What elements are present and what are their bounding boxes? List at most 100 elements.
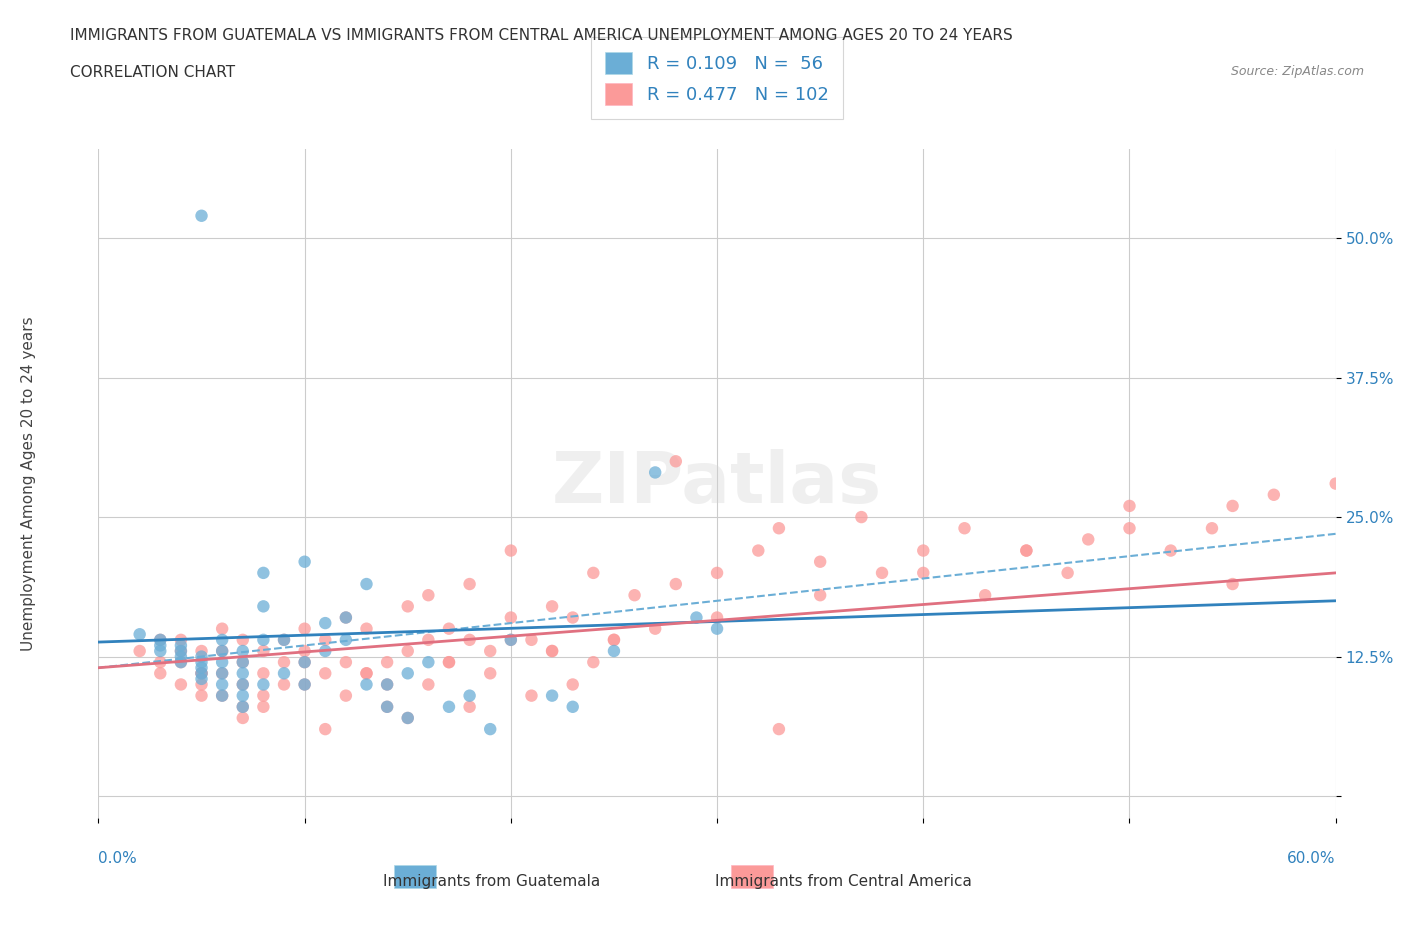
- Point: [396, 711, 419, 725]
- Point: [561, 610, 583, 625]
- Point: [252, 632, 274, 647]
- Point: [1324, 476, 1347, 491]
- Point: [294, 677, 316, 692]
- Point: [170, 677, 193, 692]
- Point: [458, 699, 481, 714]
- Point: [211, 666, 233, 681]
- Point: [953, 521, 976, 536]
- Point: [211, 666, 233, 681]
- Point: [170, 655, 193, 670]
- Point: [1077, 532, 1099, 547]
- Point: [211, 655, 233, 670]
- Point: [685, 610, 707, 625]
- Point: [190, 677, 212, 692]
- Point: [561, 677, 583, 692]
- Point: [561, 699, 583, 714]
- Point: [603, 644, 626, 658]
- Point: [375, 699, 398, 714]
- Point: [437, 621, 460, 636]
- Point: [1263, 487, 1285, 502]
- Point: [1160, 543, 1182, 558]
- Text: CORRELATION CHART: CORRELATION CHART: [70, 65, 235, 80]
- Point: [273, 655, 295, 670]
- Point: [706, 565, 728, 580]
- Point: [458, 688, 481, 703]
- Point: [294, 655, 316, 670]
- Point: [768, 722, 790, 737]
- Point: [335, 632, 357, 647]
- Point: [149, 632, 172, 647]
- Point: [541, 688, 564, 703]
- Point: [479, 644, 502, 658]
- Point: [314, 722, 336, 737]
- Point: [458, 577, 481, 591]
- Point: [190, 660, 212, 675]
- Point: [335, 610, 357, 625]
- Point: [149, 644, 172, 658]
- Point: [665, 454, 688, 469]
- Point: [912, 543, 935, 558]
- Point: [418, 632, 440, 647]
- Point: [706, 610, 728, 625]
- Point: [314, 616, 336, 631]
- Text: IMMIGRANTS FROM GUATEMALA VS IMMIGRANTS FROM CENTRAL AMERICA UNEMPLOYMENT AMONG : IMMIGRANTS FROM GUATEMALA VS IMMIGRANTS …: [70, 28, 1014, 43]
- Point: [232, 655, 254, 670]
- Point: [1118, 521, 1140, 536]
- Point: [211, 644, 233, 658]
- Point: [479, 666, 502, 681]
- Point: [396, 644, 419, 658]
- Point: [190, 655, 212, 670]
- Point: [541, 644, 564, 658]
- Point: [252, 599, 274, 614]
- Point: [499, 543, 522, 558]
- Point: [128, 627, 150, 642]
- Point: [232, 677, 254, 692]
- Point: [232, 666, 254, 681]
- Point: [1118, 498, 1140, 513]
- Point: [603, 632, 626, 647]
- Point: [356, 577, 378, 591]
- Point: [356, 677, 378, 692]
- Point: [190, 671, 212, 686]
- Point: [232, 644, 254, 658]
- Point: [375, 699, 398, 714]
- Point: [479, 722, 502, 737]
- Point: [211, 688, 233, 703]
- Point: [170, 644, 193, 658]
- Point: [190, 666, 212, 681]
- Point: [375, 677, 398, 692]
- Point: [273, 677, 295, 692]
- Point: [582, 655, 605, 670]
- Point: [499, 632, 522, 647]
- Point: [190, 666, 212, 681]
- Point: [314, 644, 336, 658]
- Point: [499, 610, 522, 625]
- Text: Unemployment Among Ages 20 to 24 years: Unemployment Among Ages 20 to 24 years: [21, 316, 35, 651]
- Point: [211, 621, 233, 636]
- Point: [437, 655, 460, 670]
- Point: [1222, 577, 1244, 591]
- Point: [665, 577, 688, 591]
- Point: [1015, 543, 1038, 558]
- Point: [232, 688, 254, 703]
- Point: [808, 588, 831, 603]
- Point: [170, 649, 193, 664]
- Point: [458, 632, 481, 647]
- Point: [211, 644, 233, 658]
- Point: [294, 644, 316, 658]
- Point: [190, 666, 212, 681]
- Point: [375, 655, 398, 670]
- Point: [335, 688, 357, 703]
- Point: [808, 554, 831, 569]
- Point: [356, 666, 378, 681]
- Point: [211, 632, 233, 647]
- Point: [149, 632, 172, 647]
- Point: [252, 699, 274, 714]
- Point: [356, 666, 378, 681]
- Point: [232, 699, 254, 714]
- Point: [252, 644, 274, 658]
- Point: [252, 688, 274, 703]
- Point: [149, 666, 172, 681]
- Point: [396, 711, 419, 725]
- Point: [437, 699, 460, 714]
